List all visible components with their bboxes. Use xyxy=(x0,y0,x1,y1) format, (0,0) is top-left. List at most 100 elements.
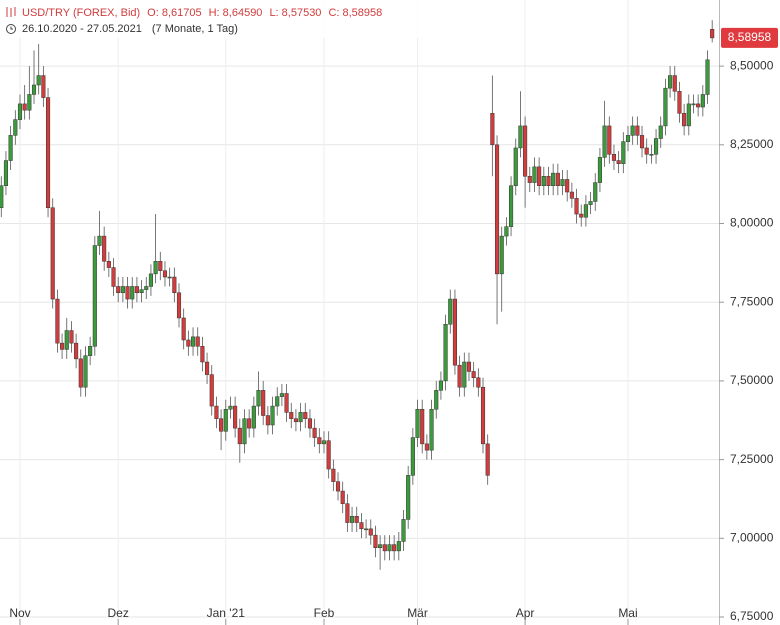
candle-body xyxy=(639,135,645,149)
y-tick-label: 8,50000 xyxy=(730,58,774,72)
candle-body xyxy=(593,182,598,202)
candle-body xyxy=(438,380,443,391)
candle-body xyxy=(518,125,523,149)
candle-body xyxy=(181,317,186,341)
candle-body xyxy=(579,213,584,218)
candle-body xyxy=(279,393,284,397)
candle-body xyxy=(621,141,626,164)
candle-body xyxy=(167,276,172,279)
candle-body xyxy=(27,94,32,111)
candle-body xyxy=(41,75,46,98)
clock-hands xyxy=(10,26,13,30)
candle-body xyxy=(387,544,392,552)
y-tick-label: 7,00000 xyxy=(730,530,774,544)
candle-body xyxy=(686,103,691,127)
candle-body xyxy=(284,393,289,413)
candle-body xyxy=(50,207,55,300)
candle-body xyxy=(523,125,528,177)
candle-body xyxy=(429,408,434,451)
candle-body xyxy=(209,374,214,407)
y-tick-label: 8,25000 xyxy=(730,137,774,151)
candle-body xyxy=(92,245,97,347)
candle-body xyxy=(462,361,467,388)
y-tick-label: 7,75000 xyxy=(730,294,774,308)
candle-body xyxy=(611,154,617,161)
candle-body xyxy=(88,346,93,356)
candle-body xyxy=(401,519,406,542)
candle-body xyxy=(340,490,345,504)
candle-body xyxy=(233,405,238,429)
candle-body xyxy=(270,405,275,426)
candle-body xyxy=(289,412,294,419)
x-tick-label: Nov xyxy=(9,606,30,620)
candle-body xyxy=(335,481,341,492)
candle-body xyxy=(83,355,88,388)
candle-body xyxy=(144,286,149,290)
x-tick-label: Jan '21 xyxy=(207,606,246,620)
candle-body xyxy=(307,418,313,429)
candle-body xyxy=(3,160,9,186)
x-tick-label: Apr xyxy=(516,606,535,620)
candles xyxy=(0,20,715,570)
candle-body xyxy=(424,443,429,451)
candle-body xyxy=(654,138,659,155)
candle-body xyxy=(134,286,139,294)
x-tick-label: Dez xyxy=(108,606,129,620)
candle-body xyxy=(125,286,130,300)
y-tick-label: 7,50000 xyxy=(730,373,774,387)
candle-body xyxy=(130,286,135,300)
grid xyxy=(0,0,719,625)
candle-body xyxy=(541,176,546,186)
candle-body xyxy=(644,147,649,155)
candle-body xyxy=(569,191,574,199)
candle-body xyxy=(448,298,453,325)
candle-body xyxy=(457,364,462,388)
candle-body xyxy=(551,172,556,186)
candle-body xyxy=(607,125,612,155)
x-tick-label: Feb xyxy=(314,606,335,620)
candle-body xyxy=(509,185,514,227)
candle-body xyxy=(237,427,242,445)
candle-body xyxy=(69,330,74,344)
candle-body xyxy=(410,437,415,476)
candle-body xyxy=(205,361,210,375)
candle-body xyxy=(658,125,663,139)
instrument-icon xyxy=(6,7,16,17)
candle-body xyxy=(532,166,537,183)
candle-body xyxy=(78,358,83,388)
candle-body xyxy=(597,157,602,183)
clock-icon xyxy=(6,24,16,34)
candle-body xyxy=(696,103,701,108)
period: (7 Monate, 1 Tag) xyxy=(152,23,238,35)
candle-body xyxy=(139,289,144,294)
candle-body xyxy=(148,273,153,287)
candle-body xyxy=(158,261,163,271)
candle-body xyxy=(471,371,476,379)
quote-value: L: 8,57530 xyxy=(269,7,321,19)
candle-body xyxy=(317,437,322,445)
candle-body xyxy=(396,541,401,552)
candle-body xyxy=(635,125,640,136)
x-tick-label: Mär xyxy=(407,606,428,620)
header-bg xyxy=(0,0,460,38)
candle-body xyxy=(74,342,79,360)
candle-body xyxy=(555,172,560,186)
candle-body xyxy=(359,522,364,530)
candle-body xyxy=(504,226,509,237)
candle-body xyxy=(565,179,570,193)
candle-body xyxy=(583,204,588,218)
candle-body xyxy=(265,415,270,426)
y-tick-label: 6,75000 xyxy=(730,609,774,623)
candle-body xyxy=(476,377,481,388)
candle-body xyxy=(373,534,378,548)
candle-body xyxy=(406,475,411,520)
candle-body xyxy=(261,390,266,416)
candle-body xyxy=(537,166,542,186)
candle-body xyxy=(672,75,677,92)
candle-body xyxy=(434,390,439,410)
candle-body xyxy=(350,516,355,523)
candle-body xyxy=(602,125,607,158)
quote-value: O: 8,61705 xyxy=(147,7,201,19)
candle-body xyxy=(228,405,233,410)
axes: 6,75000 7,00000 7,25000 7,50000 7,75000 8,000… xyxy=(9,27,778,625)
